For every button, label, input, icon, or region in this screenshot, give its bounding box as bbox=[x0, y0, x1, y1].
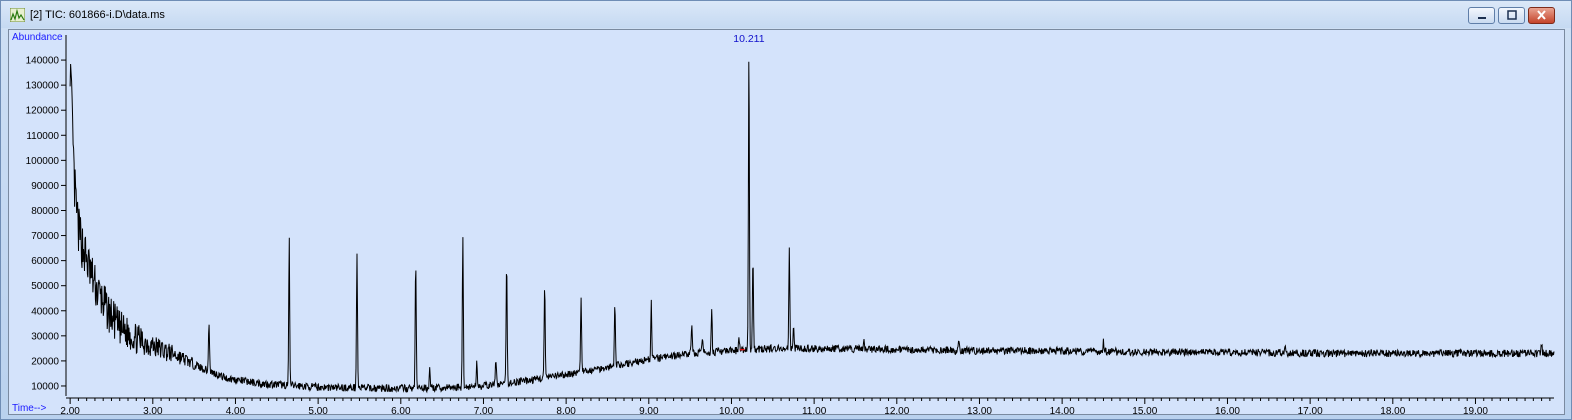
x-tick-label: 13.00 bbox=[967, 406, 992, 414]
x-axis: 2.00 3.00 4.00 5.00 6.00 7.00 8.00 9.00 10.00 11.… bbox=[60, 397, 1554, 417]
x-axis-label: Time--> bbox=[12, 403, 47, 414]
y-axis: 10000 20000 30000 40000 50000 60000 70000 80000… bbox=[26, 35, 67, 396]
y-tick-label: 100000 bbox=[26, 156, 60, 167]
x-tick-label: 5.00 bbox=[308, 406, 328, 414]
x-tick-label: 7.00 bbox=[474, 406, 494, 414]
x-tick-label: 11.00 bbox=[802, 406, 827, 414]
x-tick-label: 16.00 bbox=[1215, 406, 1240, 414]
y-tick-label: 80000 bbox=[31, 206, 59, 217]
maximize-icon bbox=[1507, 10, 1517, 20]
x-tick-label: 3.00 bbox=[143, 406, 163, 414]
y-tick-label: 20000 bbox=[31, 356, 59, 367]
close-icon bbox=[1537, 10, 1546, 20]
x-tick-label: 12.00 bbox=[884, 406, 909, 414]
peak-annotations: 10.211 bbox=[733, 33, 764, 45]
y-tick-label: 10000 bbox=[31, 381, 59, 392]
x-tick-label: 19.00 bbox=[1463, 406, 1488, 414]
x-tick-label: 17.00 bbox=[1298, 406, 1323, 414]
x-tick-label: 18.00 bbox=[1380, 406, 1405, 414]
tic-trace-group bbox=[69, 61, 1555, 394]
tic-trace bbox=[69, 61, 1555, 394]
x-tick-label: 2.00 bbox=[60, 406, 80, 414]
x-tick-label: 6.00 bbox=[391, 406, 411, 414]
y-tick-label: 90000 bbox=[31, 181, 59, 192]
x-tick-label: 15.00 bbox=[1132, 406, 1157, 414]
chromatogram-plot-area[interactable]: Abundance Time--> 10000 20000 30000 40000 50… bbox=[8, 29, 1565, 417]
x-tick-label: 9.00 bbox=[639, 406, 659, 414]
y-tick-label: 140000 bbox=[26, 56, 60, 67]
x-tick-label: 4.00 bbox=[226, 406, 246, 414]
close-button[interactable] bbox=[1528, 7, 1555, 24]
x-tick-label: 14.00 bbox=[1050, 406, 1075, 414]
minimize-icon bbox=[1478, 17, 1486, 19]
title-bar[interactable]: [2] TIC: 601866-i.D\data.ms bbox=[1, 1, 1571, 28]
y-tick-label: 120000 bbox=[26, 106, 60, 117]
x-tick-label: 10.00 bbox=[719, 406, 744, 414]
y-tick-label: 30000 bbox=[31, 331, 59, 342]
chromatogram-chart[interactable]: Abundance Time--> 10000 20000 30000 40000 50… bbox=[9, 30, 1564, 417]
y-tick-label: 110000 bbox=[26, 131, 59, 142]
y-axis-label: Abundance bbox=[12, 32, 63, 43]
y-tick-label: 50000 bbox=[31, 281, 59, 292]
minimize-button[interactable] bbox=[1468, 7, 1495, 24]
y-tick-label: 40000 bbox=[31, 306, 59, 317]
y-tick-label: 130000 bbox=[26, 81, 60, 92]
x-tick-label: 8.00 bbox=[556, 406, 576, 414]
y-tick-label: 70000 bbox=[31, 231, 59, 242]
window-title: [2] TIC: 601866-i.D\data.ms bbox=[30, 9, 165, 21]
peak-label: 10.211 bbox=[733, 33, 764, 45]
y-tick-label: 60000 bbox=[31, 256, 59, 267]
maximize-button[interactable] bbox=[1498, 7, 1525, 24]
chromatogram-app-icon bbox=[10, 8, 25, 22]
